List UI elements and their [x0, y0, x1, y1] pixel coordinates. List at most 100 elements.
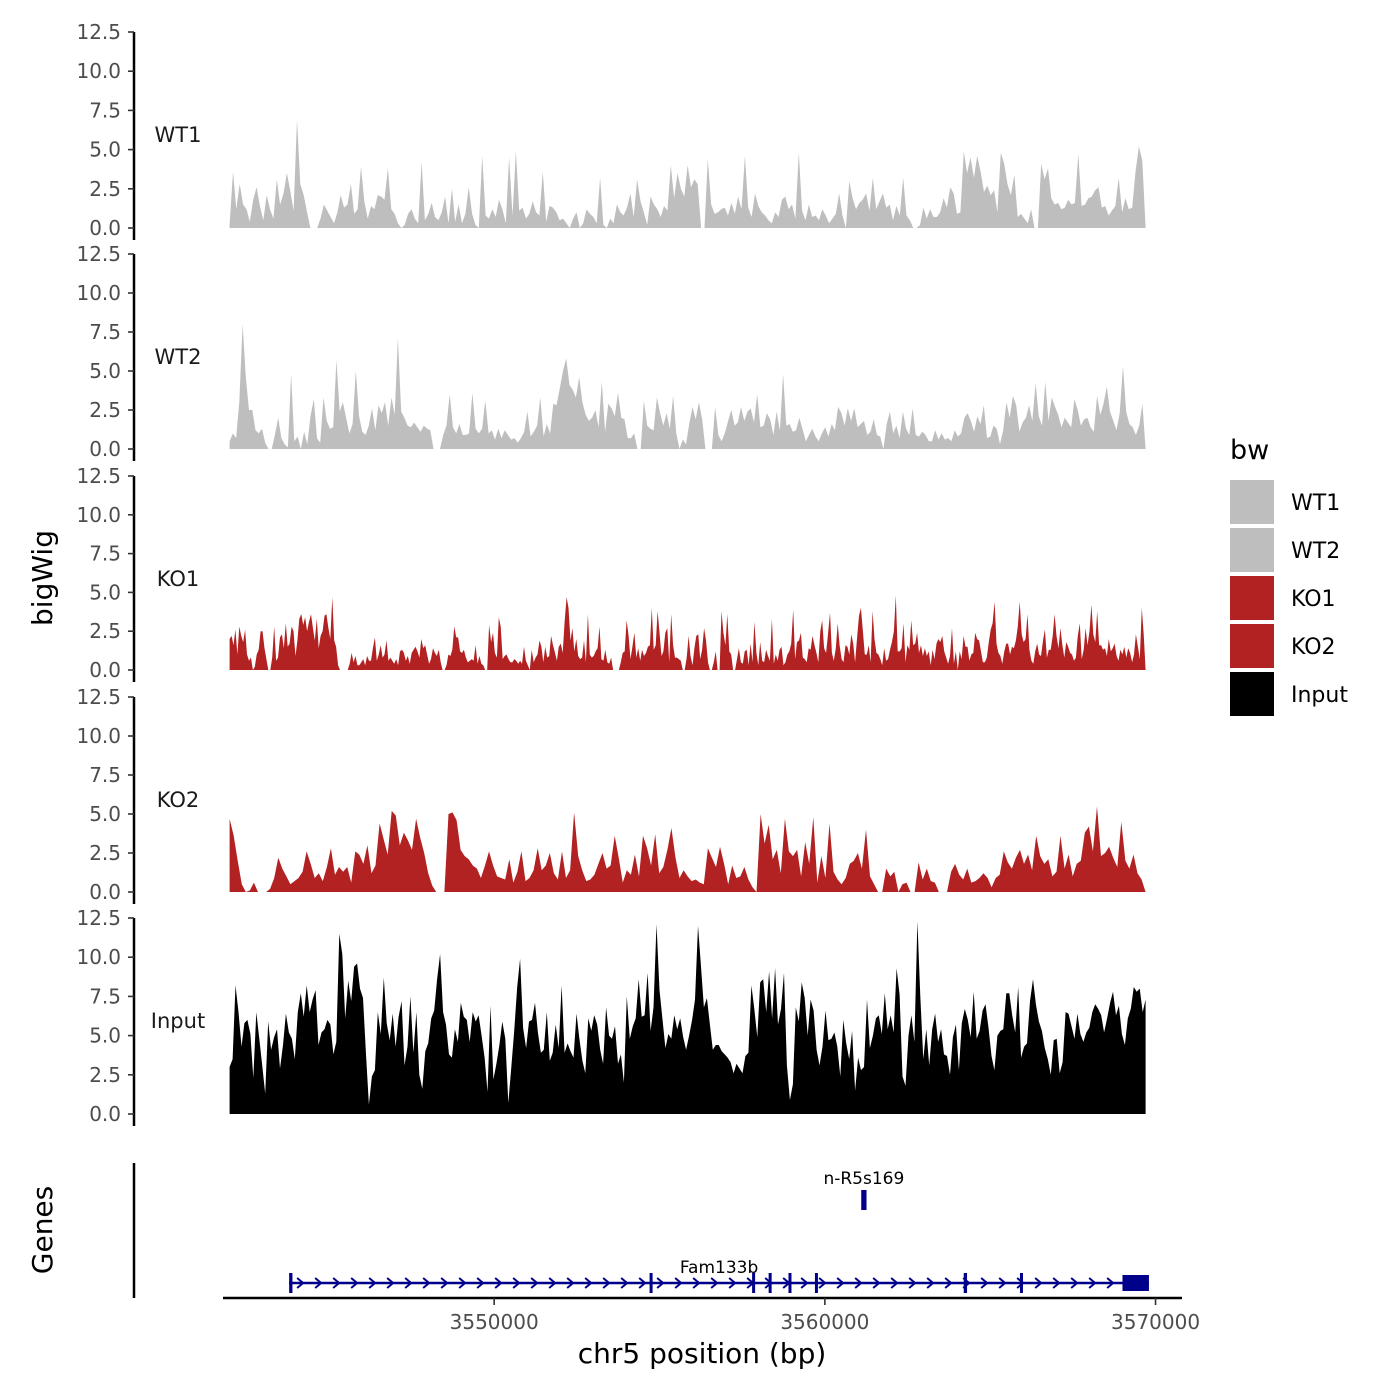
gene-models: n-R5s169 Fam133b [289, 1169, 1149, 1293]
bigwig-tracks: 0.0 2.5 5.0 7.5 10.0 12.5 WT1 0.0 2.5 5.0 7.5 10.0 1… [76, 20, 1146, 1126]
strand-arrow [872, 1277, 881, 1289]
gene-exon [752, 1273, 756, 1293]
track-wt1: 0.0 2.5 5.0 7.5 10.0 12.5 WT1 [76, 20, 1146, 240]
y-tick-label: 2.5 [89, 177, 121, 201]
strand-arrow [512, 1277, 521, 1289]
signal-area-wt1 [229, 119, 1146, 228]
y-tick-label: 2.5 [89, 398, 121, 422]
gene-n-r5s169: n-R5s169 [823, 1169, 904, 1210]
gene-exon [861, 1190, 867, 1210]
strand-arrow [1088, 1277, 1097, 1289]
strand-arrow [296, 1277, 305, 1289]
y-tick-label: 0.0 [89, 437, 121, 461]
track-wt2: 0.0 2.5 5.0 7.5 10.0 12.5 WT2 [76, 242, 1146, 461]
y-tick-label: 10.0 [76, 724, 121, 748]
x-tick-label: 3560000 [780, 1310, 869, 1334]
strand-arrow [1034, 1277, 1043, 1289]
strand-arrow [1052, 1277, 1061, 1289]
strand-arrow [494, 1277, 503, 1289]
strand-arrow [530, 1277, 539, 1289]
strand-arrow [548, 1277, 557, 1289]
y-tick-label: 12.5 [76, 20, 121, 44]
legend-title: bw [1230, 435, 1269, 466]
track-label: WT1 [155, 123, 202, 147]
y-tick-label: 12.5 [76, 242, 121, 266]
strand-arrow [422, 1277, 431, 1289]
y-tick-label: 2.5 [89, 841, 121, 865]
x-axis: 3550000 3560000 3570000 [223, 1296, 1200, 1334]
strand-arrow [926, 1277, 935, 1289]
track-label: KO2 [157, 788, 200, 812]
strand-arrow [692, 1277, 701, 1289]
strand-arrow [386, 1277, 395, 1289]
track-ko1: 0.0 2.5 5.0 7.5 10.0 12.5 KO1 [76, 464, 1146, 682]
gene-exon [1122, 1275, 1149, 1291]
strand-arrow [404, 1277, 413, 1289]
x-tick-label: 3550000 [450, 1310, 539, 1334]
strand-arrow [314, 1277, 323, 1289]
strand-arrow [584, 1277, 593, 1289]
y-tick-label: 5.0 [89, 802, 121, 826]
strand-arrow [656, 1277, 665, 1289]
y-tick-label: 7.5 [89, 542, 121, 566]
y-tick-label: 7.5 [89, 763, 121, 787]
y-tick-label: 10.0 [76, 59, 121, 83]
strand-arrow [638, 1277, 647, 1289]
legend-key-ko1 [1230, 576, 1274, 620]
strand-arrow [818, 1277, 827, 1289]
strand-arrow [800, 1277, 809, 1289]
y-tick-label: 12.5 [76, 685, 121, 709]
strand-arrow [620, 1277, 629, 1289]
legend-key-ko2 [1230, 624, 1274, 668]
x-tick-label: 3570000 [1111, 1310, 1200, 1334]
signal-area-ko2 [229, 806, 1146, 892]
legend-label: KO2 [1291, 635, 1336, 660]
track-input: 0.0 2.5 5.0 7.5 10.0 12.5 Input [76, 906, 1146, 1126]
genes-panel: Genes [26, 1163, 136, 1298]
gene-label: Fam133b [680, 1258, 758, 1278]
y-tick-label: 5.0 [89, 580, 121, 604]
track-label: KO1 [157, 567, 200, 591]
strand-arrow [980, 1277, 989, 1289]
track-label: WT2 [155, 345, 202, 369]
track-ko2: 0.0 2.5 5.0 7.5 10.0 12.5 KO2 [76, 685, 1146, 904]
gene-exon [1019, 1273, 1023, 1293]
gene-label: n-R5s169 [823, 1169, 904, 1189]
legend-label: WT2 [1291, 539, 1340, 564]
signal-area-wt2 [229, 324, 1146, 449]
y-tick-label: 12.5 [76, 464, 121, 488]
strand-arrow [332, 1277, 341, 1289]
legend-label: KO1 [1291, 587, 1336, 612]
y-tick-label: 2.5 [89, 1063, 121, 1087]
strand-arrow [566, 1277, 575, 1289]
y-tick-label: 5.0 [89, 138, 121, 162]
y-tick-label: 0.0 [89, 216, 121, 240]
genes-panel-title: Genes [26, 1186, 59, 1274]
gene-exon [788, 1273, 792, 1293]
legend-key-wt2 [1230, 528, 1274, 572]
gene-fam133b: Fam133b [289, 1258, 1149, 1293]
y-tick-label: 5.0 [89, 359, 121, 383]
track-label: Input [151, 1009, 205, 1033]
strand-arrow [890, 1277, 899, 1289]
y-tick-label: 0.0 [89, 880, 121, 904]
strand-arrow [368, 1277, 377, 1289]
strand-arrow [440, 1277, 449, 1289]
signal-area-input [229, 921, 1146, 1114]
y-tick-label: 10.0 [76, 945, 121, 969]
strand-arrow [458, 1277, 467, 1289]
strand-arrow [998, 1277, 1007, 1289]
y-tick-label: 7.5 [89, 984, 121, 1008]
legend-label: WT1 [1291, 491, 1340, 516]
y-tick-label: 2.5 [89, 619, 121, 643]
x-axis-title: chr5 position (bp) [578, 1337, 827, 1370]
y-tick-label: 7.5 [89, 98, 121, 122]
strand-arrow [836, 1277, 845, 1289]
y-tick-label: 0.0 [89, 658, 121, 682]
gene-exon [289, 1273, 293, 1293]
strand-arrow [602, 1277, 611, 1289]
gene-exon [963, 1273, 968, 1293]
legend-key-wt1 [1230, 480, 1274, 524]
y-tick-label: 10.0 [76, 281, 121, 305]
